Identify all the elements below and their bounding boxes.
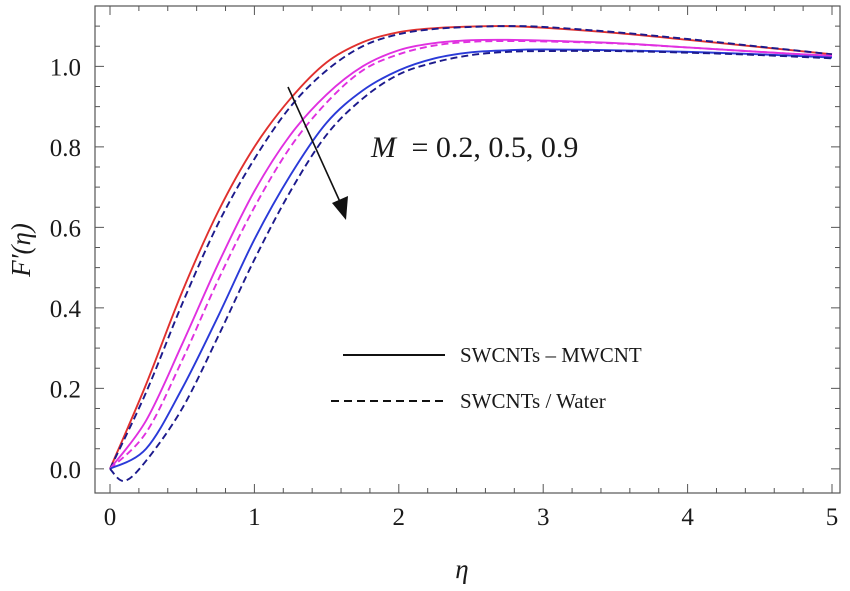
x-tick-label: 4 bbox=[681, 504, 694, 531]
y-tick-label: 0.4 bbox=[50, 296, 82, 323]
y-tick-label: 0.8 bbox=[50, 135, 81, 162]
series-line-4-dashed bbox=[109, 40, 833, 470]
y-tick-label: 0.2 bbox=[50, 376, 81, 403]
x-tick-label: 2 bbox=[393, 504, 406, 531]
annotation-label: M = 0.2, 0.5, 0.9 bbox=[370, 131, 578, 164]
x-tick-label: 3 bbox=[537, 504, 550, 531]
y-tick-label: 0.0 bbox=[50, 457, 81, 484]
annotation-arrow-shaft bbox=[287, 86, 342, 205]
plot-frame bbox=[94, 5, 841, 494]
annotation: M = 0.2, 0.5, 0.9 bbox=[287, 86, 578, 220]
x-tick-label: 5 bbox=[826, 504, 839, 531]
ticks-layer: 0 1 2 3 4 5 0.0 0.2 0.4 0.6 0.8 1.0 bbox=[50, 5, 840, 531]
x-tick-label: 0 bbox=[104, 504, 117, 531]
series-line-5-solid bbox=[109, 48, 833, 470]
legend-label-solid: SWCNTs – MWCNT bbox=[460, 343, 642, 367]
annotation-values: = 0.2, 0.5, 0.9 bbox=[412, 131, 579, 164]
x-axis-label: η bbox=[455, 554, 468, 584]
y-tick-label: 1.0 bbox=[50, 54, 81, 81]
legend-label-dashed: SWCNTs / Water bbox=[460, 389, 606, 413]
annotation-arrowhead bbox=[332, 196, 348, 220]
series-line-2-dashed bbox=[109, 25, 833, 470]
annotation-symbol: M bbox=[370, 131, 398, 164]
legend: SWCNTs – MWCNT SWCNTs / Water bbox=[331, 343, 642, 413]
series-layer bbox=[109, 25, 833, 482]
y-tick-label: 0.6 bbox=[50, 215, 81, 242]
x-tick-label: 1 bbox=[248, 504, 261, 531]
y-axis-label: F′(η) bbox=[6, 223, 36, 278]
series-line-6-dashed bbox=[109, 49, 833, 482]
